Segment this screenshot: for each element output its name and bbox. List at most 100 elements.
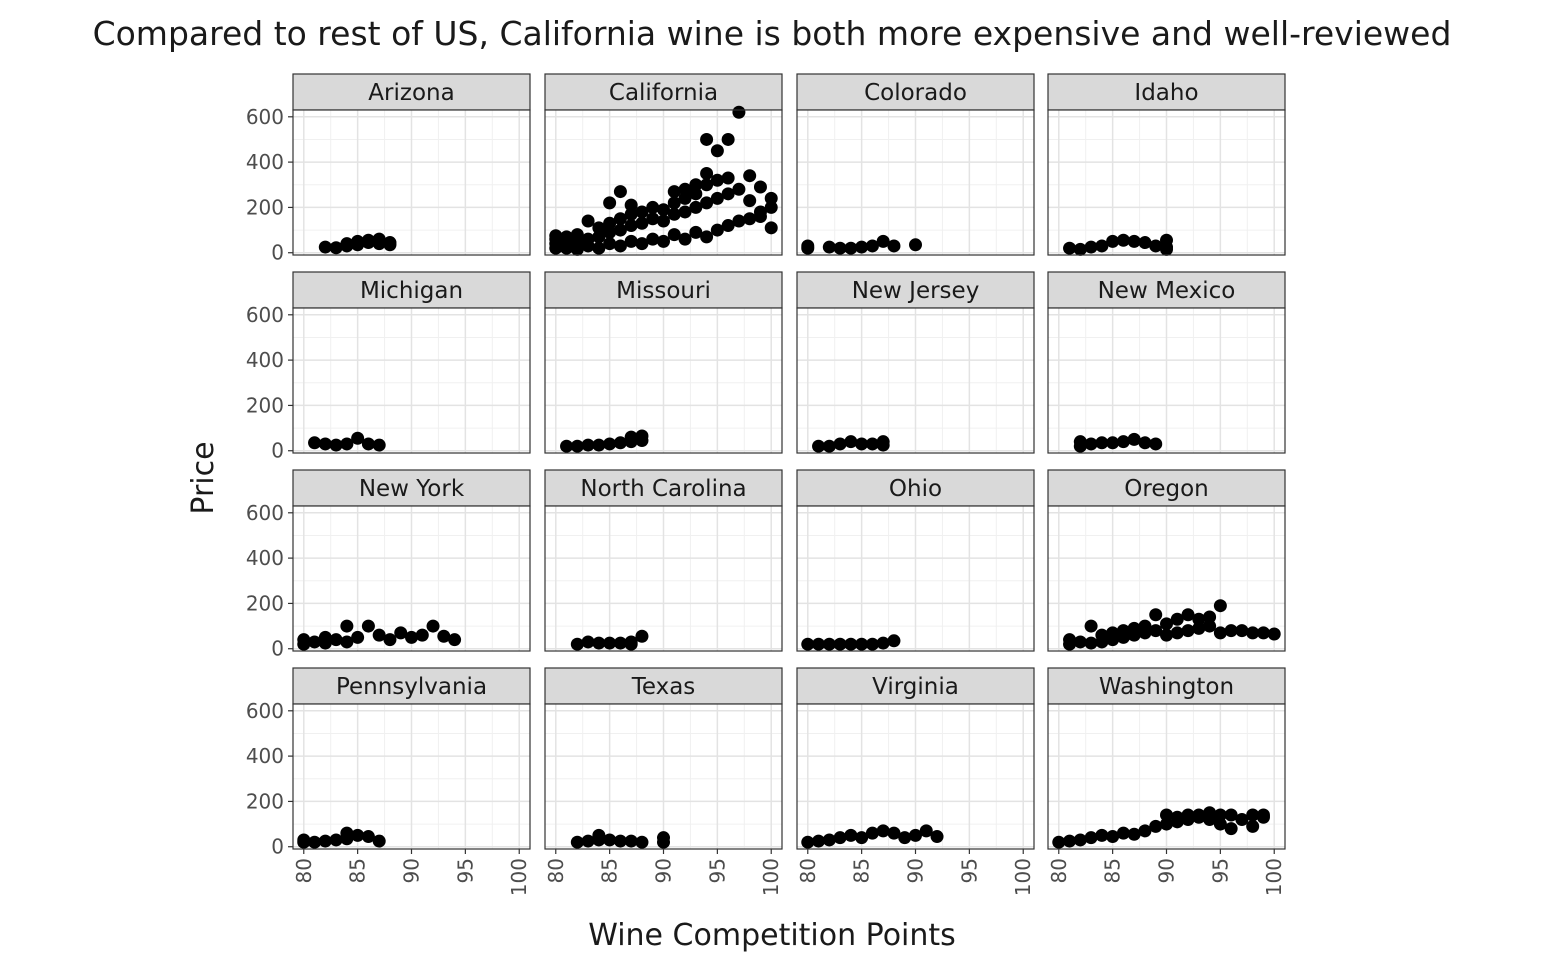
data-point (812, 439, 826, 453)
facet-label: Idaho (1134, 80, 1198, 106)
facet-label: North Carolina (580, 476, 746, 502)
data-point (1106, 436, 1120, 450)
data-point (1203, 813, 1217, 827)
y-tick-label: 0 (271, 637, 284, 661)
data-point (570, 637, 584, 651)
data-point (570, 439, 584, 453)
data-point (1052, 835, 1066, 849)
data-point (603, 216, 617, 230)
data-point (657, 214, 670, 228)
x-tick-label: 80 (292, 858, 316, 883)
data-point (624, 207, 638, 221)
data-point (801, 637, 815, 651)
data-point (372, 628, 386, 642)
data-point (340, 619, 354, 633)
data-point (415, 628, 429, 642)
facet-california: California (544, 73, 783, 256)
data-point (383, 633, 397, 647)
data-point (1160, 628, 1173, 642)
data-point (1160, 242, 1173, 256)
data-point (710, 173, 724, 187)
data-point (340, 635, 354, 649)
data-point (1213, 599, 1227, 613)
data-point (667, 228, 681, 242)
data-point (743, 194, 757, 208)
data-point (1170, 810, 1184, 824)
data-point (1106, 830, 1120, 844)
y-tick-label: 400 (246, 150, 284, 174)
facet-colorado: Colorado (796, 73, 1035, 256)
y-tick-label: 400 (246, 348, 284, 372)
data-point (732, 105, 746, 119)
panel-border (1047, 307, 1286, 454)
data-point (1149, 437, 1163, 451)
data-point (603, 237, 617, 251)
data-point (865, 437, 879, 451)
data-point (394, 626, 408, 640)
y-tick-label: 600 (246, 501, 284, 525)
data-point (898, 831, 912, 845)
data-point (1095, 239, 1109, 253)
data-point (855, 437, 869, 451)
data-point (721, 219, 735, 233)
data-point (833, 437, 847, 451)
data-point (1192, 612, 1206, 626)
data-point (646, 212, 660, 226)
data-point (329, 633, 343, 647)
data-point (372, 834, 386, 848)
data-point (887, 239, 901, 253)
data-point (560, 230, 574, 244)
x-tick-label: 85 (346, 858, 370, 883)
data-point (329, 241, 343, 255)
data-point (876, 824, 890, 838)
data-point (1138, 824, 1152, 838)
data-point (1246, 819, 1260, 833)
x-tick-label: 85 (850, 858, 874, 883)
data-point (822, 240, 836, 254)
facet-strip (292, 469, 531, 507)
data-point (887, 634, 901, 648)
data-point (351, 630, 365, 644)
facet-pennsylvania: Pennsylvania 0 200 400 600 80 85 90 95 100 (246, 667, 531, 896)
data-point (1127, 621, 1141, 635)
data-point (613, 636, 627, 650)
data-point (844, 828, 858, 842)
data-point (1116, 435, 1130, 449)
y-tick-label: 200 (246, 789, 284, 813)
data-point (689, 178, 703, 192)
facet-strip (1047, 667, 1286, 705)
data-point (613, 436, 627, 450)
data-point (383, 238, 397, 252)
x-tick-label: 80 (796, 858, 820, 883)
data-point (340, 437, 354, 451)
data-point (581, 232, 595, 246)
data-point (581, 214, 595, 228)
data-point (743, 169, 757, 183)
data-point (340, 826, 354, 840)
data-point (1170, 612, 1184, 626)
data-point (667, 207, 681, 221)
data-point (822, 833, 836, 847)
data-point (1127, 234, 1141, 248)
data-point (689, 187, 703, 201)
data-point (308, 436, 322, 450)
data-point (1160, 817, 1173, 831)
data-point (1116, 233, 1130, 247)
facet-new-mexico: New Mexico (1047, 271, 1286, 454)
data-point (1073, 635, 1087, 649)
data-point (318, 437, 332, 451)
facet-washington: Washington 80 85 90 95 100 (1047, 667, 1286, 896)
y-tick-label: 400 (246, 744, 284, 768)
facet-label: New Jersey (852, 278, 980, 304)
data-point (667, 196, 681, 210)
data-point (1213, 626, 1227, 640)
data-point (865, 826, 879, 840)
data-point (549, 229, 563, 243)
data-point (865, 239, 879, 253)
panel-border (292, 307, 531, 454)
data-point (592, 438, 606, 452)
data-point (700, 196, 714, 210)
data-point (570, 228, 584, 242)
data-point (876, 234, 890, 248)
